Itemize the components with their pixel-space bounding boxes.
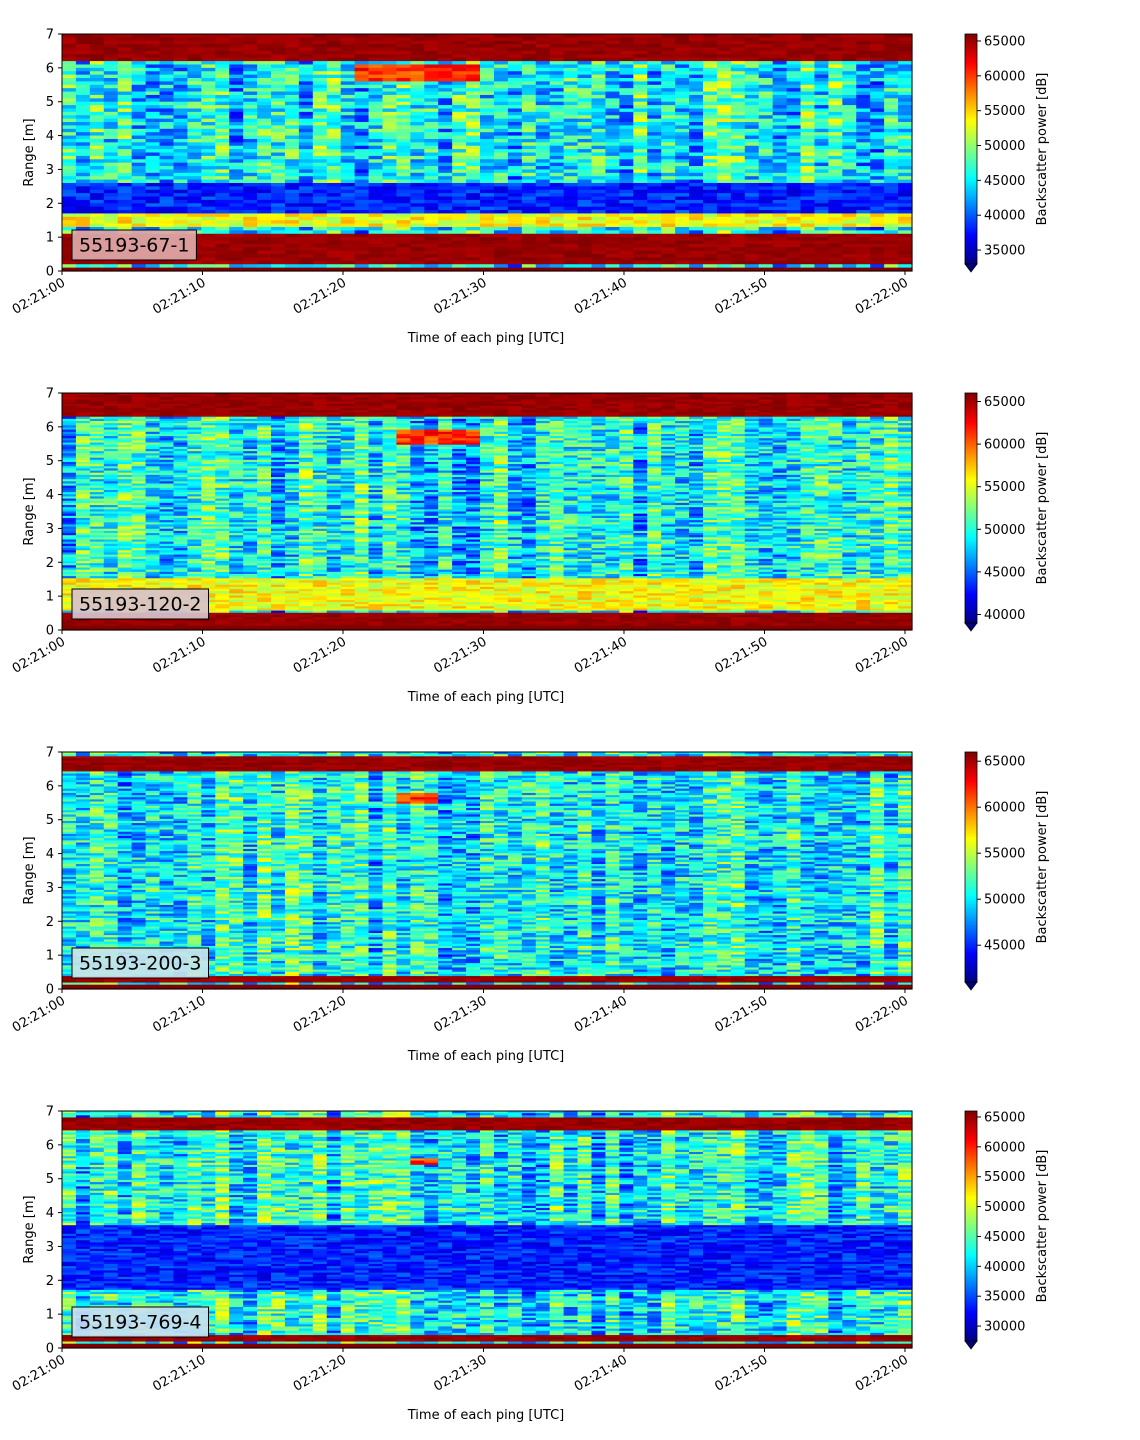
y-tick-label: 3 bbox=[46, 163, 54, 178]
y-tick-label: 4 bbox=[46, 129, 54, 144]
x-tick-label: 02:21:10 bbox=[150, 275, 208, 317]
sample-label: 55193-67-1 bbox=[79, 235, 189, 257]
y-tick-label: 7 bbox=[46, 28, 54, 43]
colorbar-tick-label: 60000 bbox=[984, 69, 1025, 84]
colorbar-tick-label: 50000 bbox=[984, 139, 1025, 154]
colorbar: 35000 40000 45000 50000 55000 60000 65000 Backs… bbox=[965, 34, 1050, 272]
colorbar-tick-label: 55000 bbox=[984, 104, 1025, 119]
x-tick-label: 02:21:30 bbox=[431, 275, 489, 317]
echogram-svg-1: 0 1 2 3 4 5 6 7 02:21:00 02:21:10 02:21:20 02:21:30… bbox=[0, 0, 1140, 359]
y-tick-label: 0 bbox=[46, 265, 54, 280]
x-tick-label: 02:21:50 bbox=[712, 275, 770, 317]
y-tick-label: 5 bbox=[46, 95, 54, 110]
colorbar-tick-label: 40000 bbox=[984, 209, 1025, 224]
y-axis-label: Range [m] bbox=[22, 118, 37, 186]
x-tick-label: 02:21:20 bbox=[291, 275, 349, 317]
y-tick-label: 6 bbox=[46, 61, 54, 76]
colorbar-tick-label: 65000 bbox=[984, 34, 1025, 49]
echogram-panel-1: 0 1 2 3 4 5 6 7 02:21:00 02:21:10 02:21:20 02:21:30… bbox=[0, 0, 1140, 359]
y-tick-label: 2 bbox=[46, 197, 54, 212]
y-tick-label: 1 bbox=[46, 231, 54, 246]
colorbar-tick-label: 45000 bbox=[984, 174, 1025, 189]
colorbar-label: Backscatter power [dB] bbox=[1035, 73, 1050, 226]
colorbar-extend-arrow bbox=[965, 264, 977, 272]
colorbar-tick-label: 35000 bbox=[984, 244, 1025, 259]
x-tick-label: 02:22:00 bbox=[853, 275, 911, 317]
x-axis-label: Time of each ping [UTC] bbox=[407, 331, 565, 346]
x-tick-label: 02:21:00 bbox=[10, 275, 68, 317]
x-tick-label: 02:21:40 bbox=[572, 275, 630, 317]
